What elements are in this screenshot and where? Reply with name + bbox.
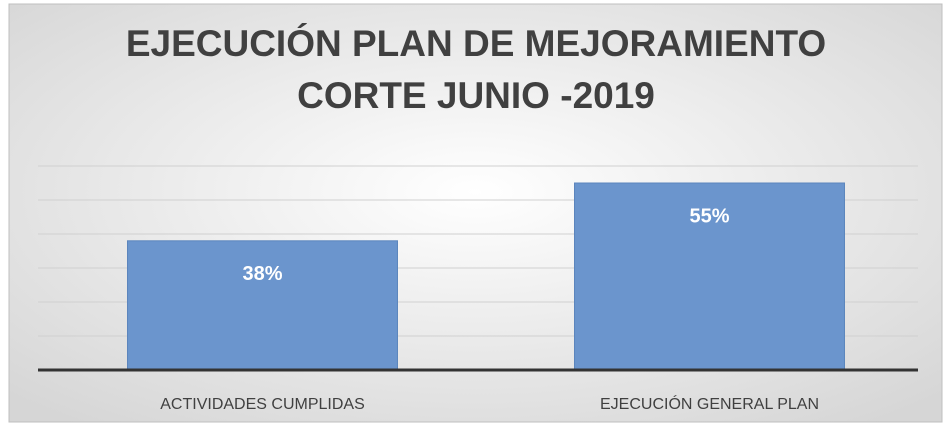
bar: [127, 240, 398, 371]
chart-title: CORTE JUNIO -2019: [297, 75, 655, 116]
x-tick-label: EJECUCIÓN GENERAL PLAN: [600, 394, 819, 413]
chart-title: EJECUCIÓN PLAN DE MEJORAMIENTO: [126, 22, 826, 64]
bar: [574, 182, 845, 371]
data-label: 38%: [242, 263, 282, 285]
data-label: 55%: [689, 205, 729, 227]
x-tick-label: ACTIVIDADES CUMPLIDAS: [160, 396, 364, 413]
